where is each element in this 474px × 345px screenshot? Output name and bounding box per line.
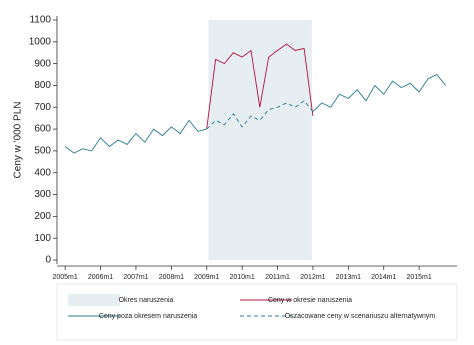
y-tick-label: 1000	[29, 36, 52, 47]
x-tick-label: 2005m1	[52, 274, 77, 281]
y-tick-label: 800	[34, 80, 51, 91]
x-tick-label: 2015m1	[406, 274, 431, 281]
y-tick-label: 400	[34, 167, 51, 178]
y-tick-label: 300	[34, 189, 51, 200]
y-tick-label: 0	[45, 255, 51, 266]
y-tick-label: 500	[34, 146, 51, 157]
legend-box	[56, 283, 458, 341]
x-tick-label: 2011m1	[265, 274, 290, 281]
x-tick-label: 2007m1	[123, 274, 148, 281]
legend-label: Oszacowane ceny w scenariuszu alternatyw…	[285, 313, 436, 320]
x-tick-label: 2006m1	[88, 274, 113, 281]
x-tick-label: 2008m1	[159, 274, 184, 281]
y-tick-label: 900	[34, 58, 51, 69]
x-tick-label: 2012m1	[300, 274, 325, 281]
x-tick-label: 2013m1	[336, 274, 361, 281]
legend-label: Ceny poza okresem naruszenia	[99, 313, 198, 320]
y-tick-label: 1100	[29, 15, 51, 26]
x-tick-label: 2009m1	[194, 274, 219, 281]
shade-region	[208, 20, 312, 260]
x-tick-label: 2014m1	[371, 274, 396, 281]
y-axis-label: Ceny w '000 PLN	[13, 102, 24, 179]
legend-swatch	[68, 294, 120, 306]
series-line	[206, 43, 314, 130]
y-tick-label: 700	[34, 102, 51, 113]
x-tick-label: 2010m1	[229, 274, 254, 281]
y-tick-label: 100	[34, 233, 51, 244]
series-line	[64, 73, 447, 154]
series-line	[206, 100, 314, 130]
y-tick-label: 200	[34, 211, 51, 222]
y-tick-label: 600	[34, 124, 51, 135]
legend-label: Okres naruszenia	[119, 297, 174, 304]
legend-label: Ceny w okresie naruszenia	[268, 297, 352, 304]
